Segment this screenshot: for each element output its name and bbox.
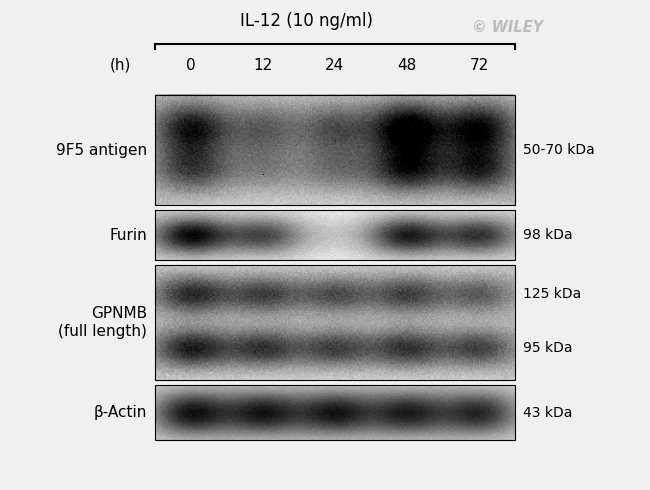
Text: 24: 24 [326,57,344,73]
Text: © WILEY: © WILEY [472,20,543,35]
Text: 0: 0 [186,57,196,73]
Text: Furin: Furin [109,227,147,243]
Text: 72: 72 [469,57,489,73]
Text: 9F5 antigen: 9F5 antigen [56,143,147,157]
Text: GPNMB
(full length): GPNMB (full length) [58,306,147,339]
Text: 48: 48 [397,57,417,73]
Text: (h): (h) [109,57,131,73]
Text: IL-12 (10 ng/ml): IL-12 (10 ng/ml) [240,12,372,30]
Text: 98 kDa: 98 kDa [523,228,573,242]
Bar [155,385,515,440]
Text: 95 kDa: 95 kDa [523,341,573,355]
Bar [155,265,515,380]
Text: 12: 12 [254,57,272,73]
Bar [155,210,515,260]
Text: 125 kDa: 125 kDa [523,287,581,301]
Text: β-Actin: β-Actin [94,405,147,420]
Text: 50-70 kDa: 50-70 kDa [523,143,595,157]
Text: 43 kDa: 43 kDa [523,406,573,419]
Bar [155,95,515,205]
